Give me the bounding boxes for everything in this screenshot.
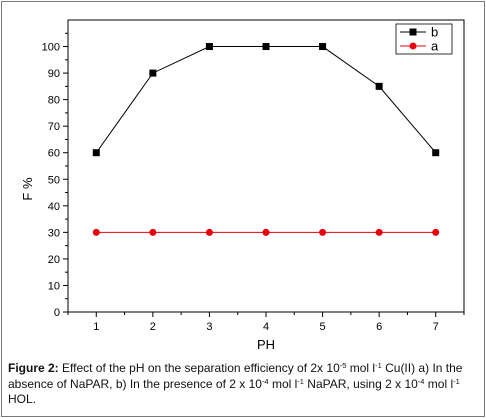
y-axis-title: F % bbox=[20, 177, 35, 201]
caption-text-6: mol l bbox=[424, 376, 454, 391]
series-a-point bbox=[92, 228, 100, 236]
x-tick-label: 4 bbox=[263, 321, 269, 333]
series-a-point bbox=[319, 228, 327, 236]
series-b-point bbox=[149, 69, 157, 77]
x-tick-label: 1 bbox=[93, 321, 99, 333]
y-tick-label: 60 bbox=[48, 148, 60, 160]
y-tick-label: 80 bbox=[48, 95, 60, 107]
series-layer bbox=[92, 43, 440, 236]
y-tick-label: 100 bbox=[42, 42, 60, 54]
y-tick-label: 70 bbox=[48, 121, 60, 133]
x-tick-label: 7 bbox=[433, 321, 439, 333]
y-tick-label: 50 bbox=[48, 174, 60, 186]
caption-sup-4: -1 bbox=[297, 376, 304, 386]
legend-a-label: a bbox=[431, 39, 439, 54]
x-tick-label: 3 bbox=[206, 321, 212, 333]
plot-area-frame bbox=[67, 19, 465, 313]
line-chart: 0 10 20 30 40 50 60 70 80 90 100 1 2 3 4 5 6 7 PH F % b a bbox=[20, 19, 465, 352]
y-tick-label: 0 bbox=[54, 307, 60, 319]
series-b-point bbox=[205, 43, 213, 51]
caption-sup-1: -5 bbox=[339, 361, 347, 370]
caption-label: Figure 2: bbox=[8, 361, 59, 375]
series-a-point bbox=[149, 228, 157, 236]
legend: b a bbox=[395, 23, 453, 55]
caption-sup-6: -1 bbox=[453, 376, 460, 386]
series-a-point bbox=[205, 228, 213, 236]
caption-text-5: NaPAR, using 2 x 10 bbox=[303, 376, 418, 391]
series-a-point bbox=[262, 228, 270, 236]
y-tick-label: 10 bbox=[48, 280, 60, 292]
series-a-point bbox=[432, 228, 440, 236]
caption-text-2: mol l bbox=[346, 361, 376, 375]
legend-b-marker bbox=[409, 28, 417, 36]
series-b-point bbox=[432, 149, 440, 157]
legend-b-label: b bbox=[431, 25, 438, 40]
caption-text-7: HOL. bbox=[8, 392, 37, 406]
y-tick-label: 30 bbox=[48, 227, 60, 239]
caption-sup-5: -4 bbox=[417, 376, 425, 386]
caption-text-1: Effect of the pH on the separation effic… bbox=[58, 361, 340, 375]
series-b-point bbox=[262, 43, 270, 51]
caption-text-3: Cu(II) a) In the absence of NaPAR, b) In… bbox=[8, 361, 463, 391]
axis-ticks: 0 10 20 30 40 50 60 70 80 90 100 1 2 3 4 5 6 7 bbox=[42, 32, 465, 333]
legend-box bbox=[395, 23, 453, 55]
caption-text-4: mol l bbox=[268, 376, 298, 391]
y-tick-label: 90 bbox=[48, 68, 60, 80]
series-b-point bbox=[92, 149, 100, 157]
x-axis-title: PH bbox=[257, 337, 275, 352]
y-tick-label: 20 bbox=[48, 254, 60, 266]
figure-caption: Figure 2: Effect of the pH on the separa… bbox=[8, 361, 478, 408]
caption-sup-2: -1 bbox=[375, 361, 382, 370]
series-a-point bbox=[375, 228, 383, 236]
legend-a-marker bbox=[409, 42, 417, 50]
x-tick-label: 6 bbox=[376, 321, 382, 333]
x-tick-label: 2 bbox=[150, 321, 156, 333]
series-b-line bbox=[95, 46, 437, 154]
series-b-point bbox=[319, 43, 327, 51]
series-b-point bbox=[375, 82, 383, 90]
caption-sup-3: -4 bbox=[261, 376, 269, 386]
y-tick-label: 40 bbox=[48, 201, 60, 213]
x-tick-label: 5 bbox=[320, 321, 326, 333]
